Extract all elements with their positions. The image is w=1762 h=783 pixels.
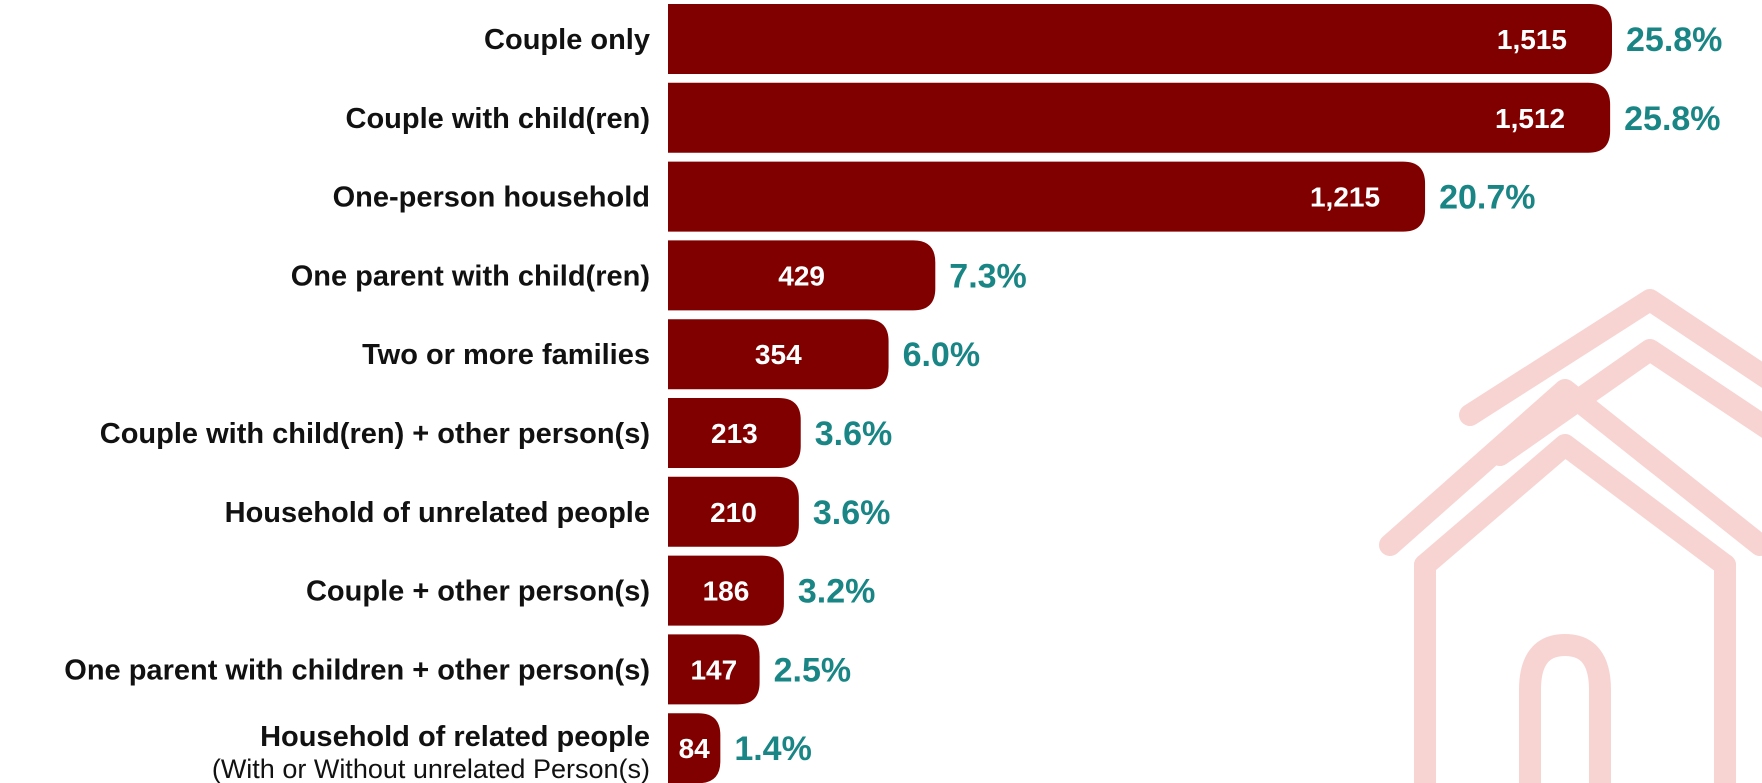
bar-household-of-related-people — [668, 713, 721, 783]
bar-row-two-or-more-families: Two or more families 354 6.0% — [362, 319, 981, 390]
value-label: 186 — [703, 576, 750, 607]
category-label: Couple only — [484, 24, 650, 56]
value-label: 84 — [679, 733, 711, 764]
percent-label: 1.4% — [734, 730, 812, 768]
house-front-roof — [1379, 379, 1762, 556]
value-label: 354 — [755, 339, 802, 370]
percent-label: 3.2% — [798, 573, 876, 611]
bar-row-couple-other-person-s: Couple + other person(s) 186 3.2% — [306, 555, 876, 626]
bar-one-parent-with-child-ren — [668, 240, 936, 311]
bar-row-one-parent-with-child-ren: One parent with child(ren) 429 7.3% — [291, 240, 1027, 311]
category-label: One parent with child(ren) — [291, 260, 650, 292]
bar-household-of-unrelated-people — [668, 476, 799, 547]
percent-label: 3.6% — [815, 415, 893, 453]
bar-couple-other-person-s — [668, 555, 784, 626]
house-door — [1519, 633, 1611, 783]
percent-label: 3.6% — [813, 494, 891, 532]
bar-row-household-of-related-people: Household of related people(With or With… — [212, 713, 812, 783]
house-outline-icon — [1379, 289, 1762, 783]
category-label: One parent with children + other person(… — [64, 654, 650, 686]
bar-row-couple-with-child-ren: Couple with child(ren) 1,512 25.8% — [346, 82, 1721, 153]
bar-couple-only — [668, 4, 1612, 74]
category-label: Household of related people — [260, 721, 650, 753]
category-label: Couple + other person(s) — [306, 576, 650, 608]
percent-label: 25.8% — [1626, 21, 1722, 59]
percent-label: 2.5% — [774, 651, 852, 689]
percent-label: 20.7% — [1439, 179, 1535, 217]
bar-couple-with-child-ren-other-person-s — [668, 398, 801, 468]
value-label: 1,215 — [1310, 182, 1380, 213]
category-label: One-person household — [333, 182, 650, 214]
house-back-roof — [1459, 289, 1762, 426]
bar-couple-with-child-ren — [668, 82, 1611, 153]
value-label: 213 — [711, 418, 758, 449]
bar-two-or-more-families — [668, 319, 889, 390]
value-label: 1,515 — [1497, 24, 1567, 55]
category-sublabel: (With or Without unrelated Person(s) — [212, 754, 650, 783]
category-label: Two or more families — [362, 339, 650, 371]
bars-group: Couple only 1,515 25.8%Couple with child(r… — [64, 4, 1722, 783]
value-label: 147 — [690, 654, 737, 685]
category-label: Couple with child(ren) — [346, 103, 651, 135]
value-label: 1,512 — [1495, 103, 1565, 134]
bar-row-couple-only: Couple only 1,515 25.8% — [484, 4, 1722, 74]
bar-row-one-parent-with-children-other-person-s: One parent with children + other person(… — [64, 634, 852, 705]
bar-one-person-household — [668, 161, 1426, 232]
percent-label: 6.0% — [903, 336, 981, 374]
percent-label: 7.3% — [949, 257, 1027, 295]
house-walls — [1414, 554, 1736, 783]
value-label: 210 — [710, 497, 757, 528]
bar-row-one-person-household: One-person household 1,215 20.7% — [333, 161, 1535, 232]
percent-label: 25.8% — [1624, 100, 1720, 138]
bar-row-couple-with-child-ren-other-person-s: Couple with child(ren) + other person(s)… — [100, 398, 892, 468]
house-front-roof-inner — [1414, 434, 1736, 576]
value-label: 429 — [778, 260, 825, 291]
category-label: Household of unrelated people — [225, 497, 650, 529]
bar-row-household-of-unrelated-people: Household of unrelated people 210 3.6% — [225, 476, 891, 547]
house-back-roof-inner — [1489, 339, 1762, 466]
bar-one-parent-with-children-other-person-s — [668, 634, 760, 705]
category-label: Couple with child(ren) + other person(s) — [100, 418, 650, 450]
